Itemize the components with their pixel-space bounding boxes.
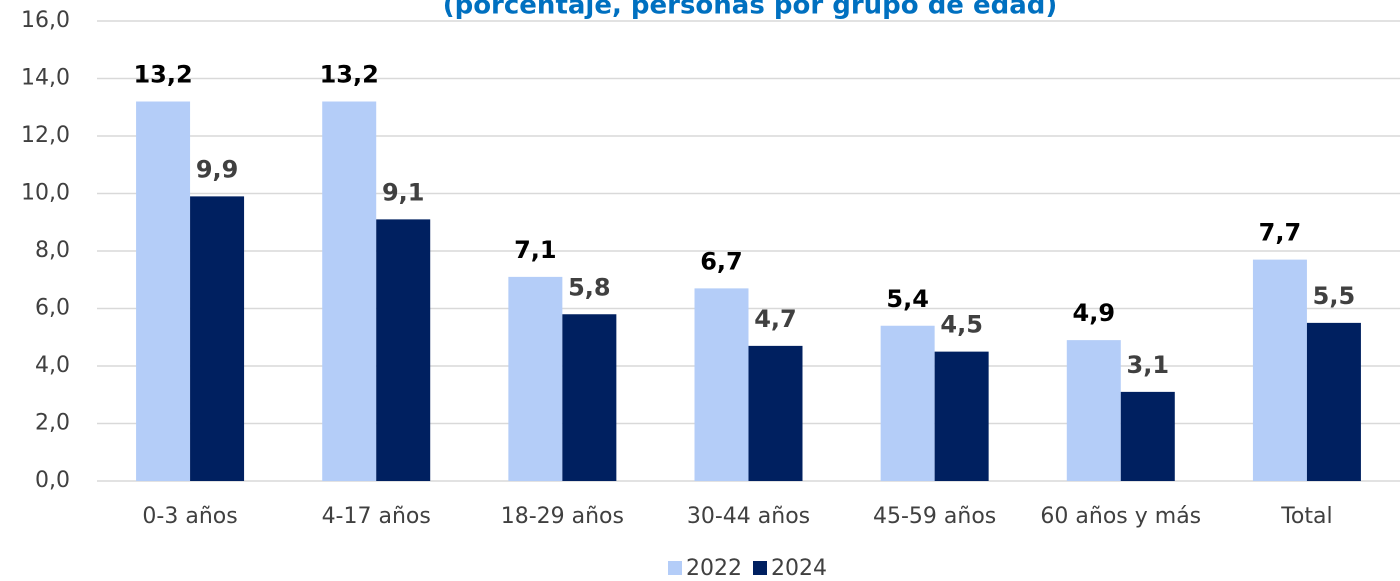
x-tick-label: 45-59 años [873, 504, 997, 529]
data-label: 9,9 [196, 155, 239, 183]
bar [1120, 391, 1175, 481]
x-tick-label: 30-44 años [686, 504, 811, 529]
y-tick-label: 4,0 [35, 353, 70, 378]
y-tick-label: 2,0 [35, 411, 70, 436]
data-label: 4,7 [754, 305, 797, 333]
y-tick-label: 16,0 [21, 8, 70, 33]
bar [694, 288, 749, 481]
bar [1066, 340, 1121, 481]
data-label: 13,2 [133, 61, 192, 89]
y-tick-label: 14,0 [21, 66, 70, 91]
data-label: 6,7 [700, 247, 743, 275]
bar [376, 219, 431, 481]
legend-swatch [753, 561, 767, 575]
bar [880, 325, 935, 481]
bar [508, 276, 563, 481]
y-tick-label: 12,0 [21, 123, 70, 148]
data-label: 9,1 [382, 178, 425, 206]
data-label: 5,4 [886, 285, 929, 313]
bar [748, 345, 803, 481]
data-label: 3,1 [1127, 351, 1170, 379]
data-label: 4,5 [940, 311, 983, 339]
data-label: 7,7 [1259, 219, 1302, 247]
x-tick-label: Total [1281, 504, 1333, 529]
legend-label: 2022 [686, 556, 742, 581]
bar [562, 314, 617, 481]
y-tick-label: 6,0 [35, 296, 70, 321]
x-tick-label: 0-3 años [142, 504, 238, 529]
data-label: 7,1 [514, 236, 557, 264]
y-tick-label: 10,0 [21, 181, 70, 206]
bar [136, 101, 191, 481]
bar [1252, 259, 1307, 481]
data-label: 5,5 [1313, 282, 1356, 310]
data-label: 13,2 [320, 61, 379, 89]
bar [934, 351, 989, 481]
legend-swatch [668, 561, 682, 575]
bar [190, 196, 245, 481]
x-tick-label: 4-17 años [321, 504, 431, 529]
bar [1306, 322, 1361, 481]
x-tick-label: 60 años y más [1040, 504, 1202, 529]
legend-label: 2024 [771, 556, 827, 581]
x-tick-label: 18-29 años [500, 504, 624, 529]
chart-title: (porcentaje, personas por grupo de edad) [443, 0, 1058, 21]
data-label: 5,8 [568, 273, 611, 301]
y-tick-label: 0,0 [35, 468, 70, 493]
y-tick-label: 8,0 [35, 238, 70, 263]
bar [322, 101, 377, 481]
data-label: 4,9 [1073, 299, 1116, 327]
